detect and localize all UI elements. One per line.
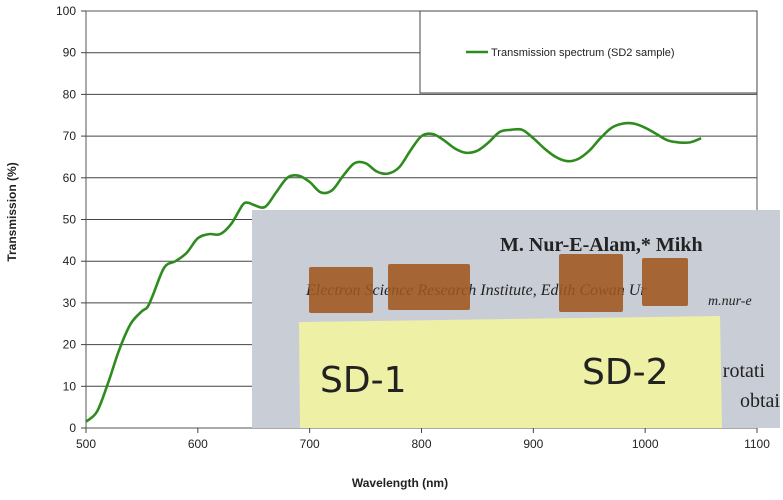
sample-photo-inset: M. Nur-E-Alam,* Mikh Electron Science Re… — [252, 210, 780, 428]
series-line-sd2 — [85, 121, 702, 423]
x-tick-label: 600 — [188, 437, 208, 451]
x-axis-ticks: 500 600 700 800 900 1000 1100 — [76, 428, 770, 451]
x-tick-label: 1000 — [632, 437, 659, 451]
legend-label: Transmission spectrum (SD2 sample) — [491, 47, 675, 59]
y-tick-label: 70 — [63, 129, 77, 143]
legend: Transmission spectrum (SD2 sample) — [419, 10, 758, 94]
sticky-label-sd2: SD-2 — [582, 352, 668, 393]
sample-sd2-piece-a — [559, 254, 623, 312]
sample-sd1-piece-a — [309, 267, 373, 313]
y-tick-label: 90 — [63, 46, 77, 60]
y-tick-label: 20 — [63, 338, 77, 352]
y-axis-title: Transmission (%) — [5, 162, 19, 261]
y-tick-label: 30 — [63, 296, 77, 310]
x-tick-label: 900 — [523, 437, 543, 451]
photo-email: m.nur-e — [708, 294, 752, 309]
x-tick-label: 1100 — [744, 437, 770, 451]
y-tick-label: 40 — [63, 254, 77, 268]
photo-body-line-1: rotati — [723, 360, 766, 382]
y-tick-label: 100 — [56, 4, 76, 18]
sticky-note — [299, 316, 722, 428]
sample-sd2-piece-b — [642, 258, 688, 306]
photo-author-line: M. Nur-E-Alam,* Mikh — [500, 234, 703, 256]
sticky-label-sd1: SD-1 — [320, 360, 406, 401]
x-tick-label: 500 — [76, 437, 96, 451]
y-tick-label: 60 — [63, 171, 77, 185]
y-tick-label: 80 — [63, 87, 77, 101]
x-axis-title: Wavelength (nm) — [352, 476, 448, 490]
y-axis-ticks: 0 10 20 30 40 50 60 70 80 90 100 — [56, 4, 86, 435]
x-tick-label: 800 — [411, 437, 431, 451]
sample-sd1-piece-b — [388, 264, 470, 310]
y-tick-label: 10 — [63, 379, 77, 393]
y-tick-label: 50 — [63, 213, 77, 227]
y-tick-label: 0 — [69, 421, 76, 435]
photo-body-line-2: obtai — [740, 390, 780, 412]
x-tick-label: 700 — [300, 437, 320, 451]
